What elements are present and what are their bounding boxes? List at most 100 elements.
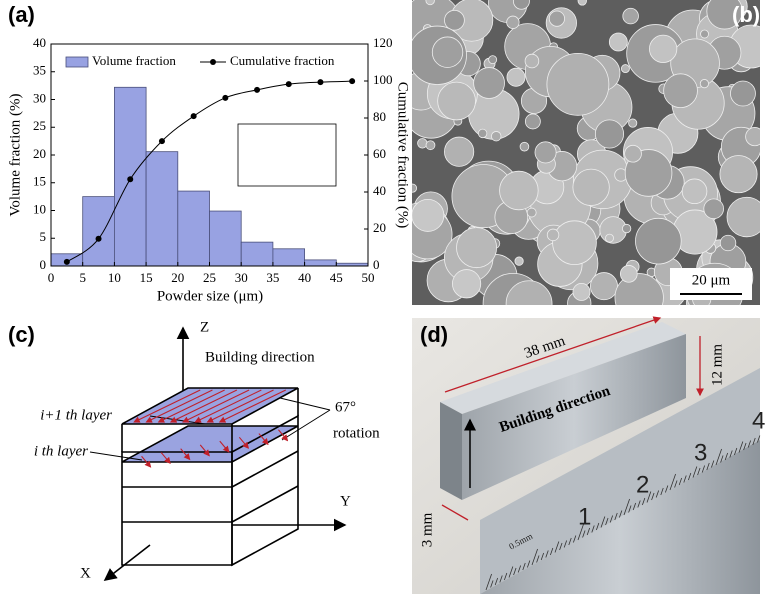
cumulative-point [254,86,261,93]
x-tick-label: 15 [140,270,153,285]
ruler-tick [628,505,632,513]
angle-label: 67° [335,399,356,415]
particle [488,55,498,65]
particle [590,272,618,301]
particle [620,64,630,74]
ruler-tick [688,472,692,481]
y2-tick-label: 0 [373,257,380,272]
particle [624,144,642,163]
ruler-tick [701,465,706,473]
y2-axis-label: Cumulative fraction (%) [395,82,411,229]
particle [628,118,638,128]
particle [706,0,743,30]
panel-label: (d) [420,322,448,347]
ruler-tick [752,437,756,446]
ruler-tick [651,492,655,501]
direction-label: Building direction [205,349,315,365]
scan-track [145,389,213,423]
photo [412,318,761,594]
particle [649,34,678,63]
particle [719,234,737,252]
ruler-tick [738,441,744,453]
scan-track [199,444,210,457]
bar [304,259,337,267]
x-tick-label: 0 [48,270,55,285]
ruler-tick [504,572,508,581]
ruler-tick [490,580,494,588]
scan-track [141,455,152,468]
ruler-tick [527,560,531,568]
ruler-tick [674,480,678,488]
x-direction-label: X [80,565,91,581]
ruler-tick [660,487,664,496]
ruler-tick [637,500,641,508]
y-tick-label: 40 [33,35,46,50]
z-label: Z [200,319,209,335]
y-tick-label: 0 [40,257,47,272]
x-tick-label: 10 [108,270,121,285]
cumulative-point [222,94,229,101]
particle [572,168,610,206]
x-tick-label: 35 [266,270,279,285]
annotation-box [237,123,337,187]
ruler-tick [596,522,600,531]
upper-layer-label: i+1 th layer [40,407,112,423]
scan-track [278,429,289,442]
particle [425,140,436,151]
particle [417,138,428,149]
panel-label: (b) [732,2,760,27]
x-tick-label: 5 [79,270,86,285]
cumulative-point [317,79,324,86]
scan-track [194,389,262,423]
ruler-tick [573,535,577,543]
block-side [440,402,462,500]
ruler-tick [715,448,722,466]
ruler-tick [697,467,701,476]
ruler-tick [568,537,572,546]
particle [546,228,560,242]
particle [513,0,530,10]
particle [412,183,418,193]
y-tick-label: 10 [33,201,46,216]
particle [577,0,587,6]
particle [514,256,524,266]
block-top [440,322,686,414]
particle [594,119,625,149]
ruler-tick [577,523,584,541]
y2-tick-label: 20 [373,220,386,235]
ruler-tick [600,516,606,528]
ruler-tick [642,497,646,506]
particle [635,217,682,265]
scan-track [218,389,287,423]
ruler-tick [692,466,698,478]
cumulative-point [95,235,102,242]
ruler-tick [563,540,568,548]
scan-track [180,448,191,461]
ruler-tick [609,515,614,523]
cumulative-point [63,258,70,265]
y2-tick-label: 100 [373,72,393,87]
cumulative-line [66,80,353,263]
y-axis-label: Volume fraction (%) [7,93,23,216]
x-tick-label: 20 [171,270,184,285]
particle [605,233,614,243]
sem-image [412,0,760,305]
y-direction-label: Y [340,493,351,509]
particle [444,136,475,167]
bar [177,190,210,267]
ruler-tick [582,530,586,538]
bar [209,210,242,267]
y2-tick-label: 40 [373,183,386,198]
y-tick-label: 15 [33,174,46,189]
particle [506,15,520,29]
ruler-tick [508,566,514,578]
scan-track [258,433,269,446]
particle [726,196,760,238]
ruler-tick [724,452,729,461]
ruler-tick [536,555,540,563]
particle [431,36,464,68]
ruler-tick [591,525,595,533]
particle [699,79,709,89]
dimension-lines [441,316,704,521]
bar [82,196,115,267]
